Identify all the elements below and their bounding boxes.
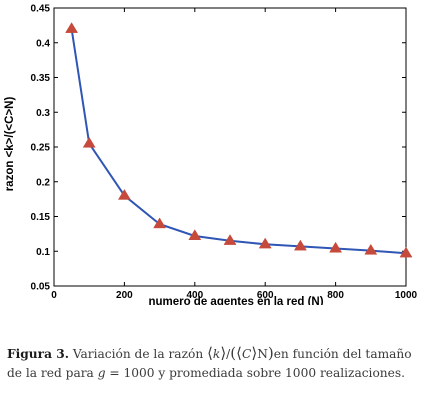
data-point-marker <box>329 241 343 253</box>
caption-text-2: en función del tamaño de la red para <box>7 347 412 380</box>
data-point-marker <box>153 217 167 229</box>
data-point-marker <box>117 188 131 200</box>
caption-text-1: Variación de la razón <box>68 347 208 361</box>
caption-text-3: = 1000 y promediada sobre 1000 realizaci… <box>105 365 405 380</box>
data-point-marker <box>188 229 202 241</box>
x-tick-label: 200 <box>116 290 133 301</box>
caption-label: Figura 3. <box>7 347 69 361</box>
y-tick-label: 0.15 <box>31 212 51 223</box>
y-tick-label: 0.1 <box>36 247 50 258</box>
series-group <box>65 22 413 258</box>
x-axis-label: numero de agentes en la red (N) <box>148 296 323 305</box>
y-axis-label: razon <k>/(<C>N) <box>4 97 16 192</box>
data-point-marker <box>82 136 96 148</box>
y-tick-label: 0.3 <box>36 108 50 119</box>
data-point-marker <box>223 234 237 245</box>
caption-math-n: N <box>257 347 268 361</box>
x-tick-label: 0 <box>51 290 57 301</box>
chart: 0 200 400 600 800 1000 0.050.10.150.20.250.30… <box>4 4 418 306</box>
data-point-marker <box>65 22 79 33</box>
y-tick-label: 0.05 <box>31 282 51 293</box>
y-tick-label: 0.25 <box>31 143 51 154</box>
y-tick-label: 0.35 <box>31 73 51 84</box>
series-line <box>70 28 407 255</box>
y-tick-label: 0.4 <box>36 38 50 49</box>
x-ticks: 0 200 400 600 800 1000 <box>51 8 418 301</box>
data-point-marker <box>293 239 307 251</box>
x-tick-label: 400 <box>186 290 203 301</box>
x-tick-label: 800 <box>327 290 344 301</box>
caption-math-g: g <box>97 365 106 380</box>
y-ticks: 0.05 0.1 0.15 0.2 0.25 0.3 0.35 0.4 0.45 <box>31 4 406 293</box>
caption-math-k: k <box>212 347 221 361</box>
data-point-marker <box>364 243 378 255</box>
y-tick-label: 0.2 <box>36 177 50 188</box>
x-tick-label: 1000 <box>395 290 418 301</box>
data-point-marker <box>258 237 272 249</box>
caption-math-c: C <box>242 347 252 361</box>
y-tick-label: 0.45 <box>31 4 51 15</box>
data-point-marker <box>399 246 413 258</box>
figure-caption: Figura 3. Variación de la razón ⟨k⟩/(⟨C⟩… <box>7 344 412 380</box>
x-tick-label: 600 <box>257 290 274 301</box>
caption-slash: / <box>226 347 231 361</box>
